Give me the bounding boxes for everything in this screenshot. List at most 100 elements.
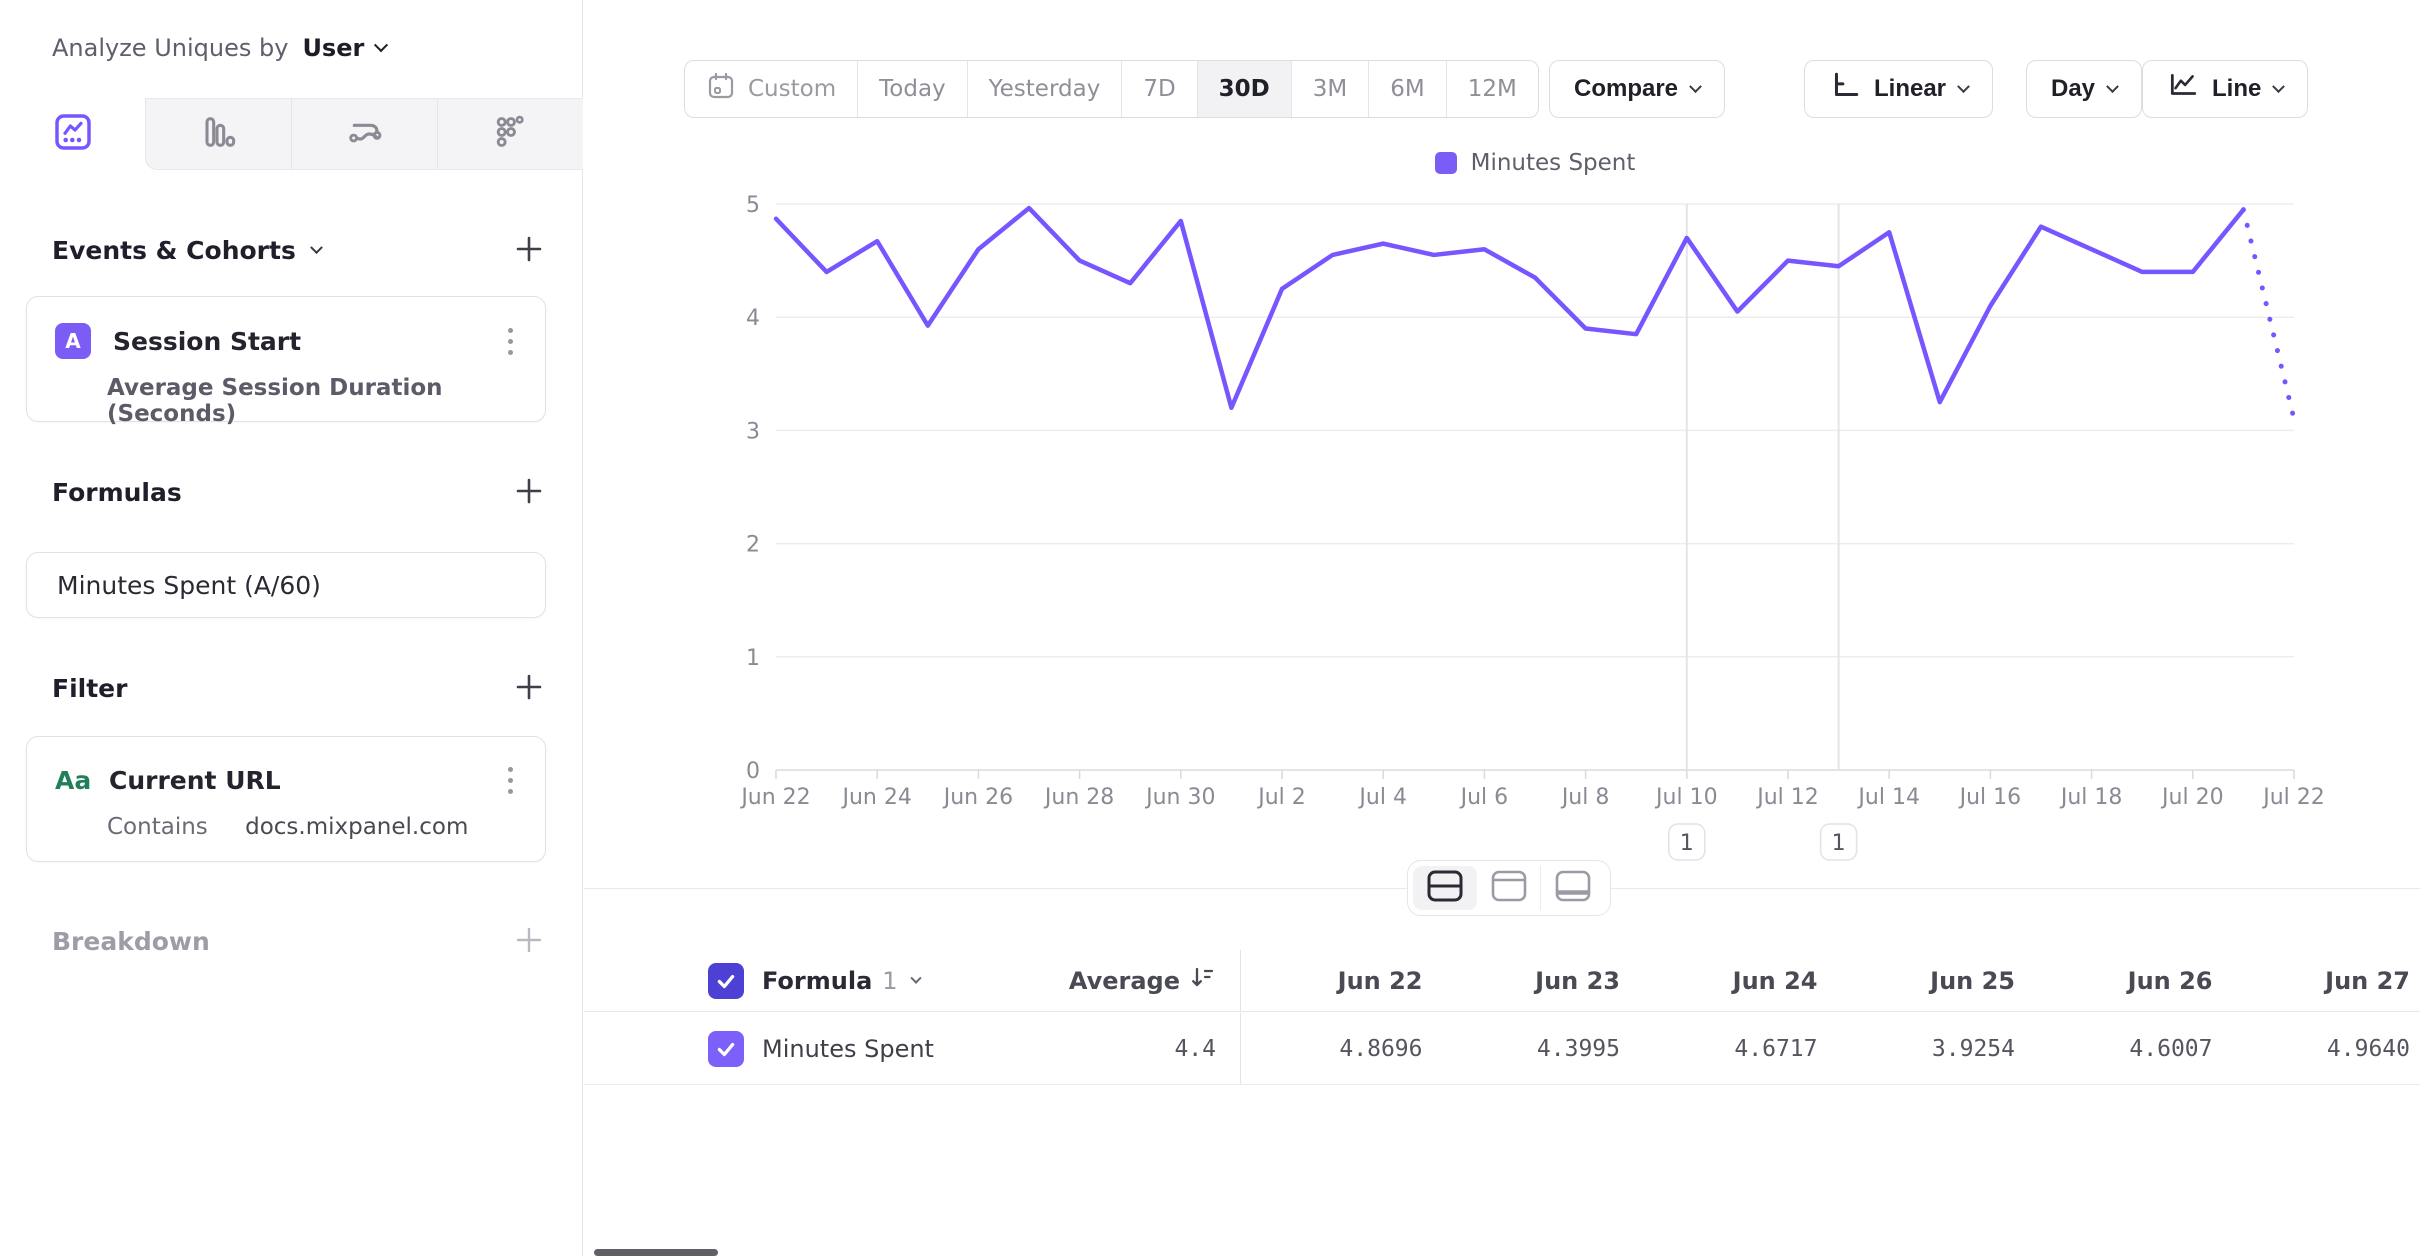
cell-value: 4.3995 bbox=[1536, 1035, 1620, 1062]
range-3m[interactable]: 3M bbox=[1290, 61, 1368, 117]
column-header-jun-23[interactable]: Jun 23 bbox=[1535, 966, 1620, 995]
analyze-by-label: Analyze Uniques by bbox=[52, 34, 289, 62]
compare-label: Compare bbox=[1574, 75, 1679, 102]
chart-type-label: Line bbox=[2212, 75, 2262, 102]
analyze-by-value: User bbox=[302, 34, 365, 62]
column-header-jun-25[interactable]: Jun 25 bbox=[1930, 966, 2015, 995]
line-chart[interactable]: 0 1 2 3 4 5 Jun 22 Jun 24 Jun 26 Jun 28 Jun 30 Jul … bbox=[584, 190, 2420, 870]
series-checkbox[interactable] bbox=[708, 1030, 744, 1067]
bar-chart-tab-icon bbox=[199, 112, 239, 156]
tab-retention[interactable] bbox=[437, 98, 583, 170]
svg-text:3: 3 bbox=[746, 419, 760, 444]
filter-operator[interactable]: Contains bbox=[107, 814, 208, 840]
plus-icon bbox=[512, 474, 546, 511]
analyze-by-selector[interactable]: User bbox=[302, 34, 389, 62]
range-30d[interactable]: 30D bbox=[1196, 61, 1291, 117]
formulas-section-header: Formulas bbox=[52, 474, 546, 511]
granularity-selector[interactable]: Day bbox=[2026, 60, 2143, 118]
svg-text:2: 2 bbox=[746, 533, 760, 558]
series-name: Minutes Spent bbox=[762, 1034, 934, 1063]
average-label: Average bbox=[1068, 966, 1180, 995]
svg-text:Jul 6: Jul 6 bbox=[1459, 785, 1509, 810]
range-6m[interactable]: 6M bbox=[1368, 61, 1445, 117]
plus-icon bbox=[512, 670, 546, 707]
cell-value: 3.9254 bbox=[1931, 1035, 2015, 1062]
report-main: Custom Today Yesterday 7D 30D 3M 6M 12M Compare… bbox=[584, 0, 2420, 1256]
split-view-button[interactable] bbox=[1413, 866, 1477, 910]
filter-card-current-url[interactable]: Aa Current URL Contains docs.mixpanel.co… bbox=[26, 736, 546, 862]
table-only-view-icon bbox=[1554, 869, 1592, 907]
event-aggregation[interactable]: Average Session Duration (Seconds) bbox=[107, 375, 443, 427]
add-formula-button[interactable] bbox=[512, 474, 546, 511]
svg-text:Jun 30: Jun 30 bbox=[1144, 785, 1215, 810]
chart-only-view-button[interactable] bbox=[1477, 866, 1541, 910]
table-value-cells: 4.8696 4.3995 4.6717 3.9254 4.6007 4.9640 bbox=[1241, 1036, 2420, 1062]
chevron-down-icon bbox=[2106, 79, 2119, 93]
sidebar: Analyze Uniques by User bbox=[0, 0, 583, 1256]
event-letter-badge: A bbox=[55, 323, 91, 359]
filter-section-title: Filter bbox=[52, 674, 128, 703]
chart-legend: Minutes Spent bbox=[776, 150, 2294, 176]
svg-text:Jun 26: Jun 26 bbox=[942, 785, 1013, 810]
retention-tab-icon bbox=[491, 112, 531, 156]
column-header-jun-22[interactable]: Jun 22 bbox=[1337, 966, 1423, 995]
formula-card[interactable]: Minutes Spent (A/60) bbox=[26, 552, 546, 618]
event-card-session-start[interactable]: A Session Start Average Session Duration… bbox=[26, 296, 546, 427]
add-breakdown-button[interactable] bbox=[512, 923, 546, 960]
layout-view-toggle bbox=[1407, 860, 1611, 916]
series-color-swatch bbox=[1434, 152, 1457, 174]
kebab-menu-icon[interactable] bbox=[504, 324, 517, 359]
column-header-jun-24[interactable]: Jun 24 bbox=[1732, 966, 1818, 995]
formula-group-selector[interactable]: Formula 1 bbox=[762, 967, 922, 995]
chevron-down-icon bbox=[2272, 79, 2286, 93]
horizontal-scrollbar[interactable] bbox=[594, 1249, 718, 1256]
formula-group-checkbox[interactable] bbox=[708, 962, 744, 999]
svg-text:1: 1 bbox=[1832, 831, 1846, 856]
tab-flows[interactable] bbox=[291, 98, 437, 170]
svg-text:Jul 12: Jul 12 bbox=[1755, 785, 1819, 810]
table-date-headers: Jun 22 Jun 23 Jun 24 Jun 25 Jun 26 Jun 27 bbox=[1241, 967, 2420, 995]
breakdown-section-title: Breakdown bbox=[52, 927, 210, 956]
range-today[interactable]: Today bbox=[857, 61, 967, 117]
chart-type-selector[interactable]: Line bbox=[2142, 60, 2309, 118]
chevron-down-icon bbox=[1689, 79, 1702, 93]
tab-bar-chart[interactable] bbox=[145, 98, 291, 170]
split-view-icon bbox=[1426, 869, 1464, 907]
column-header-jun-27[interactable]: Jun 27 bbox=[2325, 966, 2410, 995]
range-7d[interactable]: 7D bbox=[1121, 61, 1196, 117]
tab-insights-line[interactable] bbox=[0, 98, 145, 170]
kebab-menu-icon[interactable] bbox=[504, 763, 517, 798]
line-chart-icon bbox=[2167, 70, 2199, 109]
cell-value: 4.6007 bbox=[2129, 1035, 2213, 1062]
scale-label: Linear bbox=[1874, 75, 1947, 102]
svg-text:Jun 28: Jun 28 bbox=[1043, 785, 1114, 810]
flows-tab-icon bbox=[345, 112, 385, 156]
line-chart-tab-icon bbox=[53, 112, 93, 156]
column-header-jun-26[interactable]: Jun 26 bbox=[2127, 966, 2213, 995]
svg-text:5: 5 bbox=[746, 193, 760, 218]
scale-selector[interactable]: Linear bbox=[1804, 60, 1994, 118]
range-12m[interactable]: 12M bbox=[1445, 61, 1538, 117]
range-yesterday[interactable]: Yesterday bbox=[966, 61, 1122, 117]
add-filter-button[interactable] bbox=[512, 670, 546, 707]
add-event-button[interactable] bbox=[512, 232, 546, 269]
svg-text:1: 1 bbox=[1680, 831, 1694, 856]
event-name: Session Start bbox=[113, 326, 302, 356]
formulas-section-title: Formulas bbox=[52, 478, 182, 507]
sort-descending-icon bbox=[1188, 964, 1216, 998]
chevron-down-icon[interactable] bbox=[309, 241, 323, 255]
table-series-row: Minutes Spent 4.4 4.8696 4.3995 4.6717 3.92… bbox=[584, 1013, 2420, 1085]
calendar-icon bbox=[706, 71, 736, 107]
visualization-tabstrip bbox=[0, 98, 583, 170]
table-only-view-button[interactable] bbox=[1540, 866, 1605, 910]
filter-value[interactable]: docs.mixpanel.com bbox=[245, 814, 469, 840]
cell-value: 4.9640 bbox=[2326, 1035, 2410, 1062]
range-custom[interactable]: Custom bbox=[685, 61, 857, 117]
chevron-down-icon bbox=[1957, 79, 1970, 93]
chevron-down-icon bbox=[909, 972, 922, 984]
svg-text:Jul 22: Jul 22 bbox=[2261, 785, 2325, 810]
compare-button[interactable]: Compare bbox=[1549, 60, 1726, 118]
svg-text:Jul 14: Jul 14 bbox=[1856, 785, 1920, 810]
average-column-header[interactable]: Average bbox=[1069, 964, 1216, 998]
